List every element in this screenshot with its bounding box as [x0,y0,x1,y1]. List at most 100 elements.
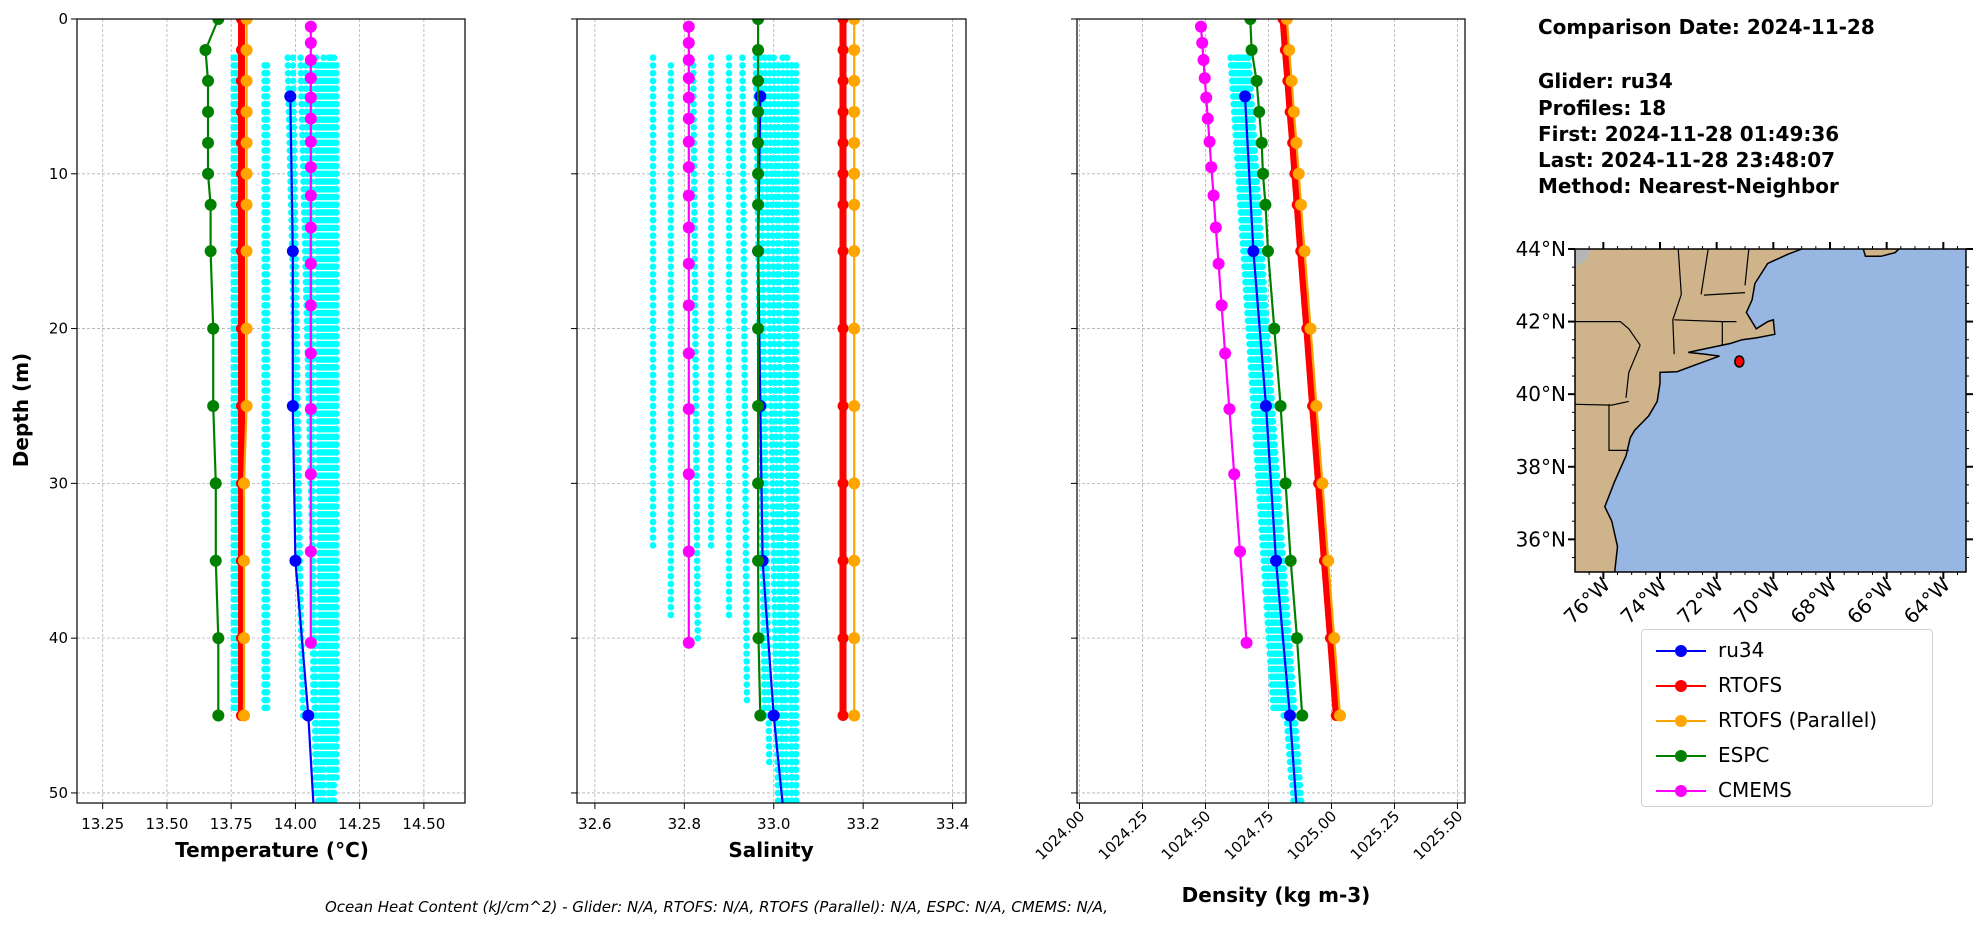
glider-scatter-point [667,278,675,286]
glider-profile-scatter [325,54,335,803]
glider-scatter-point [649,433,657,441]
glider-scatter-point [1286,758,1294,766]
glider-scatter-point [690,124,698,131]
glider-scatter-point [326,255,333,263]
glider-scatter-point [667,356,675,363]
glider-scatter-point [774,511,781,518]
series-marker-rtofs [837,632,849,644]
glider-scatter-point [284,54,292,61]
glider-scatter-point [789,178,796,185]
glider-scatter-point [1238,209,1245,216]
glider-scatter-point [777,425,784,433]
glider-scatter-point [776,650,784,657]
glider-scatter-point [691,271,699,278]
glider-scatter-point [316,271,324,278]
temperature-xtick-label: 13.25 [81,815,124,833]
glider-scatter-point [315,69,322,77]
glider-scatter-point [331,309,339,317]
glider-scatter-point [649,418,657,425]
glider-scatter-point [263,348,271,356]
glider-scatter-point [740,255,748,263]
glider-scatter-point [791,603,799,611]
glider-scatter-point [693,518,701,526]
glider-scatter-point [263,356,271,363]
glider-scatter-point [233,294,240,301]
glider-scatter-point [667,456,675,464]
glider-scatter-point [1274,634,1282,642]
glider-scatter-point [739,155,747,162]
glider-scatter-point [725,325,733,332]
glider-scatter-point [1244,216,1251,224]
series-marker-rtofs [837,199,849,211]
glider-scatter-point [331,286,339,294]
glider-scatter-point [776,371,784,379]
glider-scatter-point [312,789,320,797]
glider-scatter-point [326,247,333,255]
glider-scatter-point [775,77,782,85]
glider-scatter-point [263,170,271,178]
glider-scatter-point [776,642,784,650]
glider-scatter-point [1273,619,1281,626]
glider-scatter-point [707,333,715,340]
series-marker-cmems [682,20,695,33]
glider-scatter-point [1229,85,1237,92]
glider-scatter-point [317,456,325,464]
glider-scatter-point [667,363,675,371]
glider-scatter-point [649,100,657,108]
glider-scatter-point [743,689,751,696]
glider-scatter-point [332,495,339,503]
glider-scatter-point [326,480,334,487]
glider-scatter-point [740,185,747,193]
glider-scatter-point [319,681,327,688]
glider-scatter-point [649,85,657,92]
glider-scatter-point [1259,511,1266,518]
glider-scatter-point [332,480,339,487]
series-marker-espc [202,167,215,180]
glider-scatter-point [327,642,335,650]
glider-scatter-point [667,379,675,387]
glider-scatter-point [741,456,749,464]
series-marker-rtofs-parallel [848,43,861,56]
glider-scatter-point [741,433,749,441]
glider-scatter-point [776,255,783,263]
glider-scatter-point [649,503,657,510]
temperature-xtick-label: 14.00 [274,815,317,833]
glider-scatter-point [667,271,675,278]
glider-scatter-point [319,704,327,712]
glider-scatter-point [1241,178,1249,185]
glider-scatter-point [1270,673,1278,681]
glider-scatter-point [772,394,779,402]
glider-scatter-point [263,162,271,170]
glider-scatter-point [667,472,675,479]
glider-scatter-point [725,201,733,209]
glider-scatter-point [312,758,319,766]
glider-scatter-point [725,580,733,588]
glider-scatter-point [263,441,271,448]
glider-scatter-point [1254,441,1261,448]
glider-scatter-point [667,418,675,425]
glider-scatter-point [331,348,339,356]
glider-scatter-point [325,155,333,162]
glider-scatter-point [263,302,271,309]
glider-scatter-point [774,541,782,549]
glider-scatter-point [320,781,327,789]
glider-scatter-point [325,93,333,100]
glider-scatter-point [1271,588,1278,596]
glider-scatter-point [318,518,326,526]
glider-scatter-point [233,232,240,240]
glider-scatter-point [289,54,297,61]
glider-scatter-point [1263,572,1271,580]
series-marker-rtofs [837,106,849,118]
glider-scatter-point [667,224,675,232]
glider-scatter-point [1272,704,1280,712]
glider-scatter-point [1275,642,1282,650]
glider-scatter-point [667,185,675,193]
glider-scatter-point [725,247,733,255]
glider-scatter-point [1272,611,1280,619]
glider-scatter-point [789,294,797,301]
glider-scatter-point [740,263,748,270]
glider-scatter-point [1245,62,1253,69]
glider-scatter-point [1267,634,1275,642]
glider-scatter-point [233,534,240,541]
glider-scatter-point [233,116,240,123]
